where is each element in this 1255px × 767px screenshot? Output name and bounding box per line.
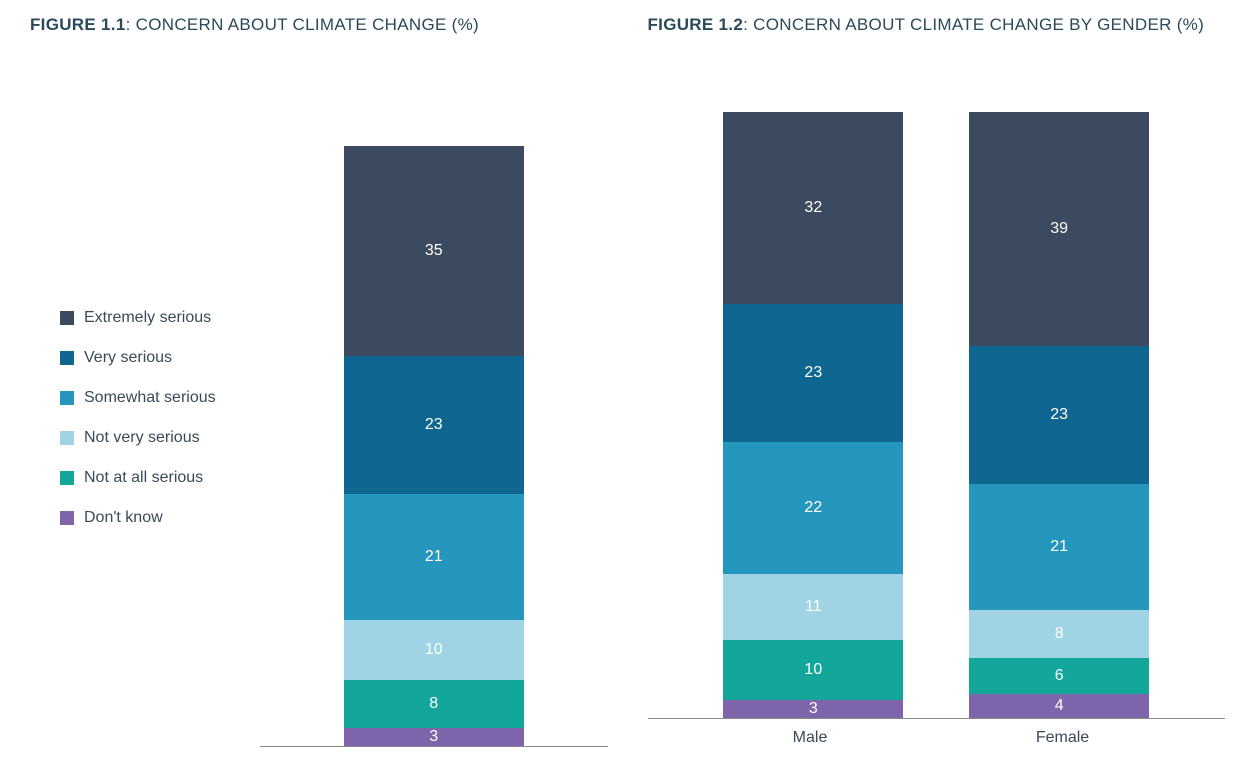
bar-segment: 3 bbox=[723, 700, 903, 718]
legend-label: Somewhat serious bbox=[84, 389, 216, 407]
legend: Extremely serious Very serious Somewhat se… bbox=[30, 89, 260, 747]
bar-segment: 23 bbox=[344, 356, 524, 494]
bar-segment: 21 bbox=[344, 494, 524, 620]
fig-1-1: FIGURE 1.1: CONCERN ABOUT CLIMATE CHANGE… bbox=[30, 15, 608, 747]
figure-title-bold: FIGURE 1.1 bbox=[30, 15, 126, 34]
bar-segment: 22 bbox=[723, 442, 903, 574]
legend-swatch-icon bbox=[60, 471, 74, 485]
bar-segment: 10 bbox=[723, 640, 903, 700]
stacked-bar: 468212339 bbox=[969, 112, 1149, 718]
x-axis-labels: Male Female bbox=[648, 719, 1226, 747]
bars-region: 3810212335 bbox=[260, 89, 608, 747]
bar-segment: 6 bbox=[969, 658, 1149, 694]
bar-segment: 21 bbox=[969, 484, 1149, 610]
bar-column: 468212339 bbox=[969, 112, 1149, 718]
legend-item: Somewhat serious bbox=[60, 389, 260, 407]
x-axis-label: Male bbox=[720, 729, 900, 747]
legend-label: Very serious bbox=[84, 349, 172, 367]
figure-title-rest: : CONCERN ABOUT CLIMATE CHANGE (%) bbox=[126, 15, 479, 34]
figure-title-rest: : CONCERN ABOUT CLIMATE CHANGE BY GENDER… bbox=[743, 15, 1204, 34]
fig-1-2: FIGURE 1.2: CONCERN ABOUT CLIMATE CHANGE… bbox=[648, 15, 1226, 747]
bar-column: 31011222332 bbox=[723, 112, 903, 718]
legend-item: Extremely serious bbox=[60, 309, 260, 327]
bar-column: 3810212335 bbox=[344, 146, 524, 746]
legend-label: Not at all serious bbox=[84, 469, 203, 487]
bar-segment: 32 bbox=[723, 112, 903, 304]
legend-item: Not very serious bbox=[60, 429, 260, 447]
bar-segment: 23 bbox=[969, 346, 1149, 484]
legend-swatch-icon bbox=[60, 391, 74, 405]
legend-swatch-icon bbox=[60, 311, 74, 325]
bars-region: 31011222332468212339 bbox=[648, 89, 1226, 719]
bar-segment: 23 bbox=[723, 304, 903, 442]
bar-segment: 8 bbox=[344, 680, 524, 728]
legend-label: Don't know bbox=[84, 509, 163, 527]
legend-item: Don't know bbox=[60, 509, 260, 527]
legend-swatch-icon bbox=[60, 431, 74, 445]
bar-segment: 39 bbox=[969, 112, 1149, 346]
bar-segment: 3 bbox=[344, 728, 524, 746]
chart-area: Extremely serious Very serious Somewhat se… bbox=[30, 89, 608, 747]
legend-label: Extremely serious bbox=[84, 309, 211, 327]
stacked-bar: 31011222332 bbox=[723, 112, 903, 718]
bar-segment: 35 bbox=[344, 146, 524, 356]
x-axis-label: Female bbox=[973, 729, 1153, 747]
legend-swatch-icon bbox=[60, 511, 74, 525]
legend-item: Very serious bbox=[60, 349, 260, 367]
legend-item: Not at all serious bbox=[60, 469, 260, 487]
legend-label: Not very serious bbox=[84, 429, 200, 447]
bar-segment: 8 bbox=[969, 610, 1149, 658]
stacked-bar: 3810212335 bbox=[344, 146, 524, 746]
figure-title-bold: FIGURE 1.2 bbox=[648, 15, 744, 34]
bar-segment: 11 bbox=[723, 574, 903, 640]
chart-area: 31011222332468212339 bbox=[648, 89, 1226, 719]
figure-title: FIGURE 1.1: CONCERN ABOUT CLIMATE CHANGE… bbox=[30, 15, 608, 59]
figures-container: FIGURE 1.1: CONCERN ABOUT CLIMATE CHANGE… bbox=[30, 15, 1225, 747]
figure-title: FIGURE 1.2: CONCERN ABOUT CLIMATE CHANGE… bbox=[648, 15, 1226, 59]
bar-segment: 10 bbox=[344, 620, 524, 680]
legend-swatch-icon bbox=[60, 351, 74, 365]
bar-segment: 4 bbox=[969, 694, 1149, 718]
